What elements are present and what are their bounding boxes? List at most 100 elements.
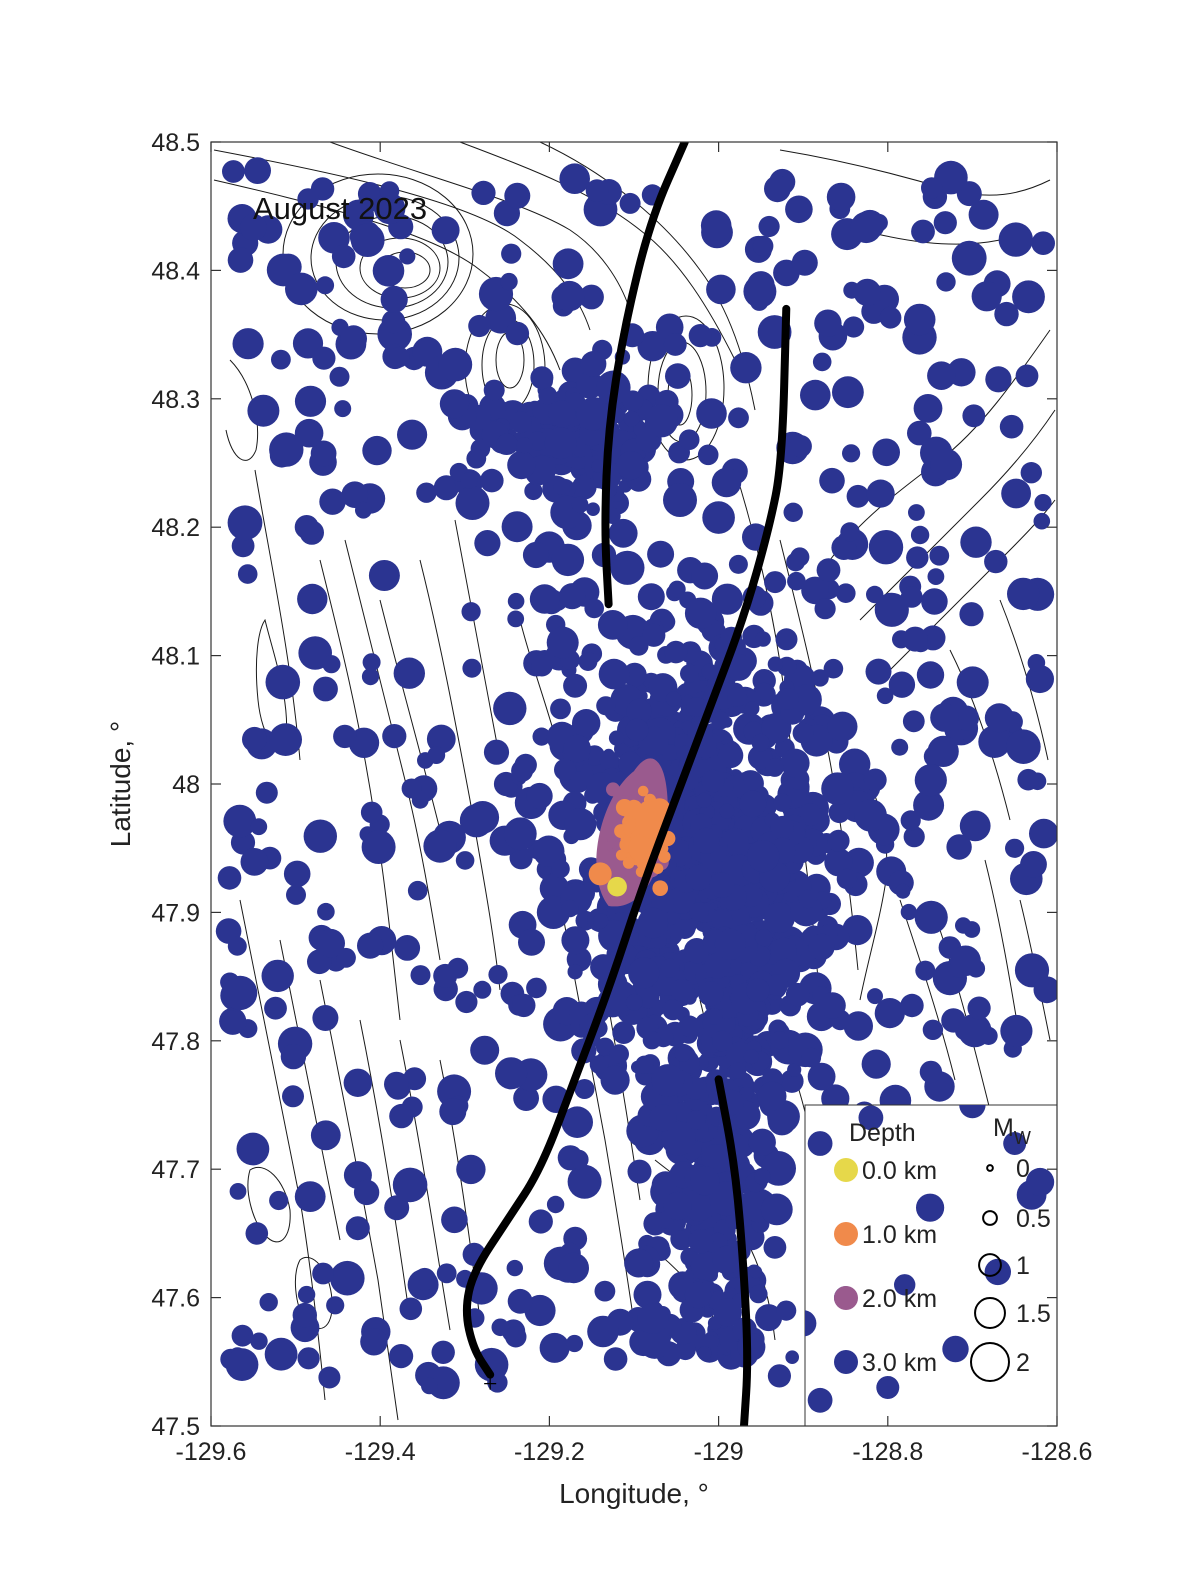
earthquake <box>578 652 598 671</box>
earthquake <box>368 560 400 591</box>
earthquake <box>222 975 258 1011</box>
earthquake <box>312 1262 334 1285</box>
legend-mag-label: 0 <box>1016 1155 1030 1183</box>
earthquake <box>625 718 649 742</box>
x-tick-label: -129 <box>694 1438 744 1466</box>
axis-tick-labels: -129.6 -129.4 -129.2 -129 -128.8 -128.6 47.5 47… <box>151 129 1092 1466</box>
earthquake <box>688 1229 714 1254</box>
earthquake <box>767 1364 792 1388</box>
earthquake <box>331 244 356 269</box>
earthquake <box>225 1348 259 1381</box>
earthquake <box>765 758 784 777</box>
earthquake <box>599 751 620 771</box>
legend-mag-label: 2 <box>1016 1349 1030 1377</box>
earthquake <box>747 745 773 770</box>
earthquake <box>531 654 553 677</box>
earthquake <box>678 429 700 451</box>
earthquake <box>823 658 844 679</box>
x-tick-label: -128.8 <box>852 1438 923 1466</box>
earthquake <box>628 957 660 989</box>
earthquake <box>685 864 712 891</box>
earthquake <box>1003 1132 1027 1155</box>
earthquake <box>908 504 925 521</box>
earthquake <box>495 1057 528 1090</box>
earthquake <box>500 272 518 291</box>
earthquake <box>491 1318 510 1337</box>
earthquake <box>678 1015 700 1037</box>
earthquake <box>512 993 536 1018</box>
earthquake <box>950 945 981 977</box>
earthquake <box>946 834 972 860</box>
earthquake <box>787 571 806 591</box>
earthquake <box>317 902 335 921</box>
earthquake <box>713 1298 742 1327</box>
earthquake <box>526 782 553 810</box>
earthquake <box>682 1188 716 1222</box>
earthquake <box>712 1245 741 1275</box>
earthquake <box>223 804 257 838</box>
earthquake <box>426 724 456 754</box>
earthquake <box>684 597 717 629</box>
earthquake <box>717 742 744 769</box>
plot-area <box>211 142 1057 1426</box>
earthquake <box>1026 1167 1055 1197</box>
earthquake <box>709 872 735 898</box>
earthquake <box>259 1293 278 1312</box>
earthquake <box>760 1193 793 1226</box>
earthquake <box>505 321 530 346</box>
earthquake <box>876 1376 900 1399</box>
earthquake <box>318 1366 341 1389</box>
earthquake-1km <box>615 799 634 817</box>
earthquake <box>407 880 428 901</box>
earthquake <box>585 179 609 202</box>
earthquake <box>827 711 858 742</box>
earthquake <box>561 926 590 955</box>
earthquake <box>814 309 842 337</box>
earthquake-1km <box>652 880 668 896</box>
earthquake <box>572 474 597 500</box>
earthquake <box>353 1179 380 1206</box>
earthquake <box>807 1062 836 1091</box>
earthquake <box>854 799 887 832</box>
y-axis-label: Latitude, ° <box>105 721 136 847</box>
earthquake <box>978 725 1011 758</box>
earthquake <box>229 1183 247 1200</box>
earthquake <box>1027 654 1046 672</box>
earthquake <box>558 1252 589 1284</box>
earthquake <box>858 1105 884 1131</box>
earthquake <box>790 547 810 567</box>
earthquake <box>565 1334 584 1353</box>
earthquake <box>728 407 749 429</box>
earthquake <box>801 576 829 605</box>
earthquake <box>240 214 267 241</box>
legend-mag-title-main: M <box>993 1114 1014 1142</box>
earthquake <box>836 868 858 890</box>
earthquake <box>598 658 630 690</box>
earthquake <box>842 444 861 463</box>
earthquake <box>322 655 341 674</box>
earthquake <box>701 769 725 793</box>
y-tick-label: 48.2 <box>151 514 200 542</box>
legend-mag-marker <box>974 1297 1006 1329</box>
earthquake <box>874 592 909 627</box>
earthquake <box>264 1337 298 1371</box>
earthquake <box>316 276 335 295</box>
legend-depth-label: 1.0 km <box>862 1221 937 1249</box>
earthquake <box>571 496 589 514</box>
earthquake <box>894 1274 916 1296</box>
earthquake <box>842 915 873 946</box>
earthquake <box>816 558 841 582</box>
earthquake <box>711 583 744 615</box>
earthquake <box>770 937 797 965</box>
earthquake <box>839 748 871 780</box>
earthquake <box>637 1303 669 1334</box>
earthquake <box>473 980 492 999</box>
earthquake <box>805 1310 817 1337</box>
earthquake <box>397 419 428 450</box>
earthquake <box>527 431 548 451</box>
earthquake <box>787 1062 802 1077</box>
earthquake <box>576 397 609 431</box>
earthquake <box>637 583 665 611</box>
earthquake <box>914 900 948 934</box>
earthquake <box>552 248 584 280</box>
